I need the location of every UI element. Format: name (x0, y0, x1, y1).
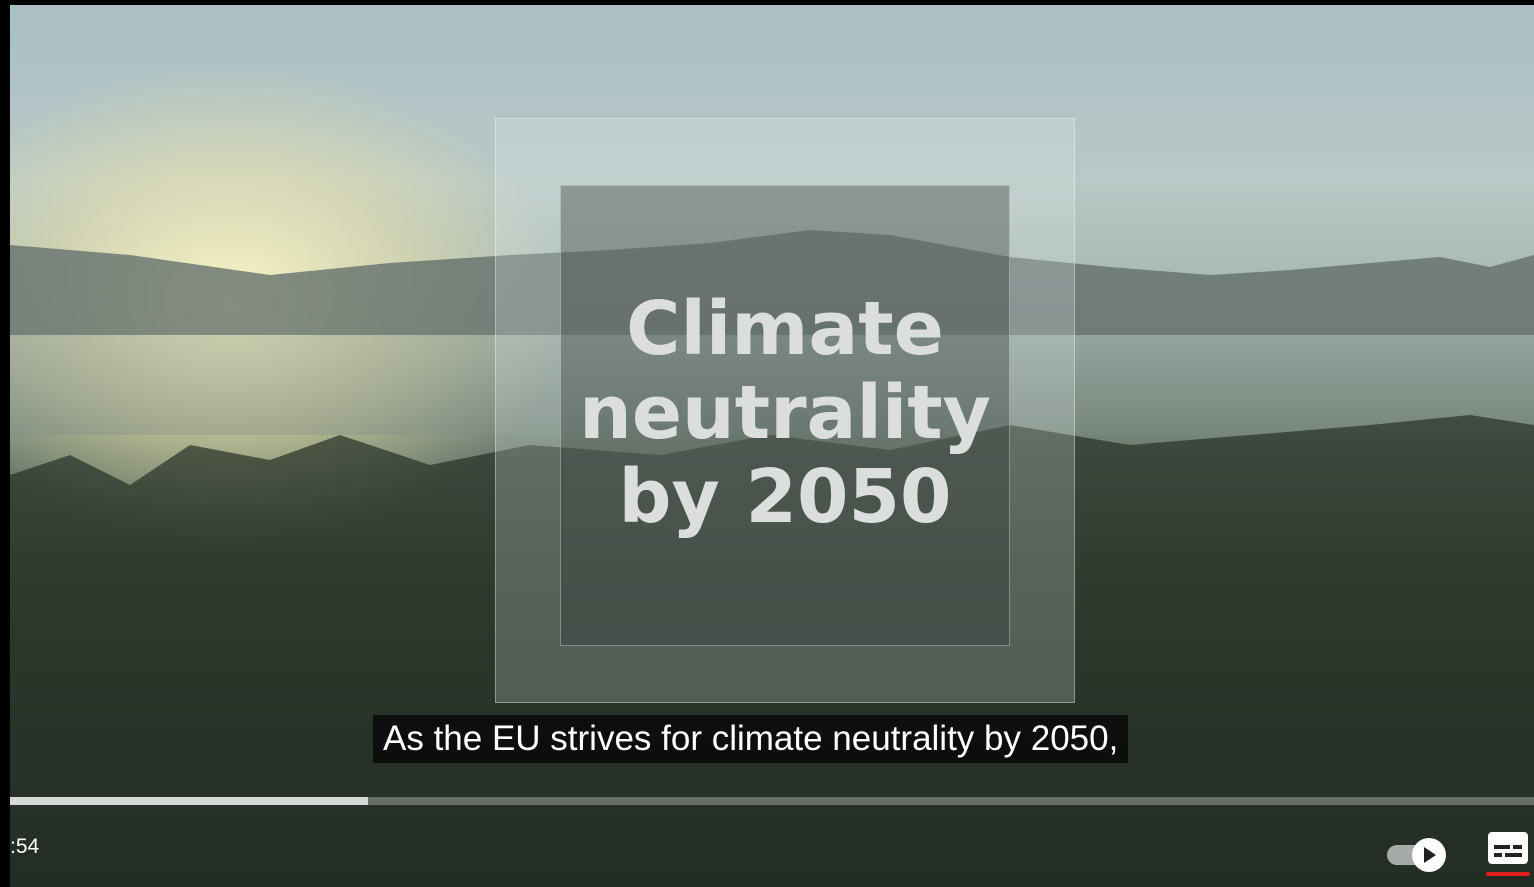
time-display: :54 (10, 835, 39, 859)
autoplay-toggle[interactable] (1385, 833, 1451, 877)
captions-button[interactable] (1485, 830, 1531, 880)
progress-played (10, 797, 368, 805)
subtitle: As the EU strives for climate neutrality… (373, 715, 1128, 763)
title-line: by 2050 (560, 455, 1010, 539)
video-player[interactable]: Climate neutrality by 2050 As the EU str… (10, 5, 1534, 887)
page: Climate neutrality by 2050 As the EU str… (0, 0, 1534, 887)
progress-bar[interactable] (10, 797, 1534, 805)
title-line: neutrality (560, 371, 1010, 455)
video-title: Climate neutrality by 2050 (560, 287, 1010, 539)
title-line: Climate (560, 287, 1010, 371)
